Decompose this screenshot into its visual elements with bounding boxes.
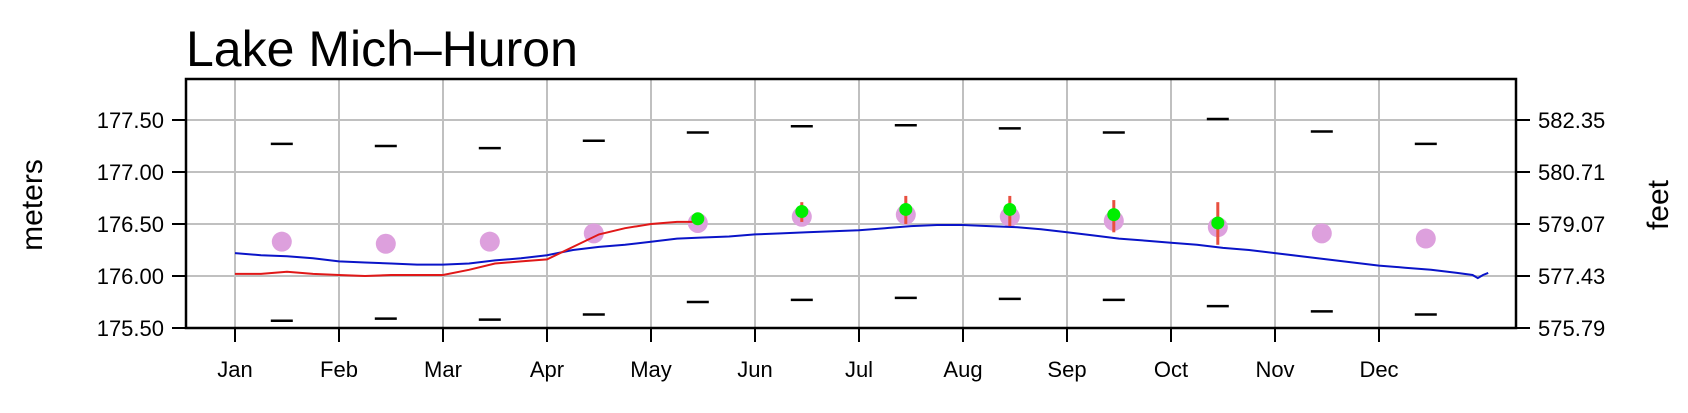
- forecast-dot: [1003, 202, 1017, 216]
- x-tick-label: Oct: [1154, 357, 1188, 382]
- x-tick-label: Jan: [217, 357, 252, 382]
- x-tick-label: Nov: [1255, 357, 1294, 382]
- y-tick-label: 175.50: [97, 316, 164, 341]
- y2-tick-label: 579.07: [1538, 212, 1605, 237]
- y-tick-label: 176.50: [97, 212, 164, 237]
- y-tick-label: 176.00: [97, 264, 164, 289]
- forecast: [691, 195, 1225, 245]
- y2-tick-label: 580.71: [1538, 160, 1605, 185]
- y2-tick-label: 582.35: [1538, 108, 1605, 133]
- average-dot: [1311, 223, 1332, 244]
- average-dot: [375, 233, 396, 254]
- x-tick-label: Dec: [1359, 357, 1398, 382]
- y2-tick-label: 577.43: [1538, 264, 1605, 289]
- x-tick-label: Sep: [1047, 357, 1086, 382]
- x-tick-label: Mar: [424, 357, 462, 382]
- y-tick-label: 177.50: [97, 108, 164, 133]
- x-tick-label: Jul: [845, 357, 873, 382]
- forecast-dot: [899, 202, 913, 216]
- monthly-averages: [271, 204, 1436, 254]
- forecast-dot: [795, 205, 809, 219]
- forecast-dot: [1211, 216, 1225, 230]
- average-dot: [1415, 228, 1436, 249]
- axis-ticks: Jan Feb Mar Apr May Jun Jul Aug Sep Oct Nov Dec 175.…: [97, 108, 1606, 382]
- y2-tick-label: 575.79: [1538, 316, 1605, 341]
- forecast-dot: [1107, 208, 1121, 222]
- plot-frame: [184, 77, 1518, 330]
- x-tick-label: May: [630, 357, 672, 382]
- y-axis-label: meters: [16, 159, 49, 251]
- blue-series-line: [234, 224, 1489, 280]
- x-tick-label: Feb: [320, 357, 358, 382]
- chart-title: Lake Mich–Huron: [186, 21, 578, 77]
- y-tick-label: 177.00: [97, 160, 164, 185]
- forecast-dot: [691, 212, 705, 226]
- grid: [186, 79, 1516, 328]
- average-dot: [479, 231, 500, 252]
- average-dot: [271, 231, 292, 252]
- series-lines: [234, 220, 1489, 280]
- y2-axis-label: feet: [1642, 179, 1675, 230]
- x-tick-label: Jun: [737, 357, 772, 382]
- x-tick-label: Aug: [943, 357, 982, 382]
- red-series-line: [235, 220, 698, 278]
- x-tick-label: Apr: [530, 357, 564, 382]
- monthly-extremes: [270, 117, 1437, 322]
